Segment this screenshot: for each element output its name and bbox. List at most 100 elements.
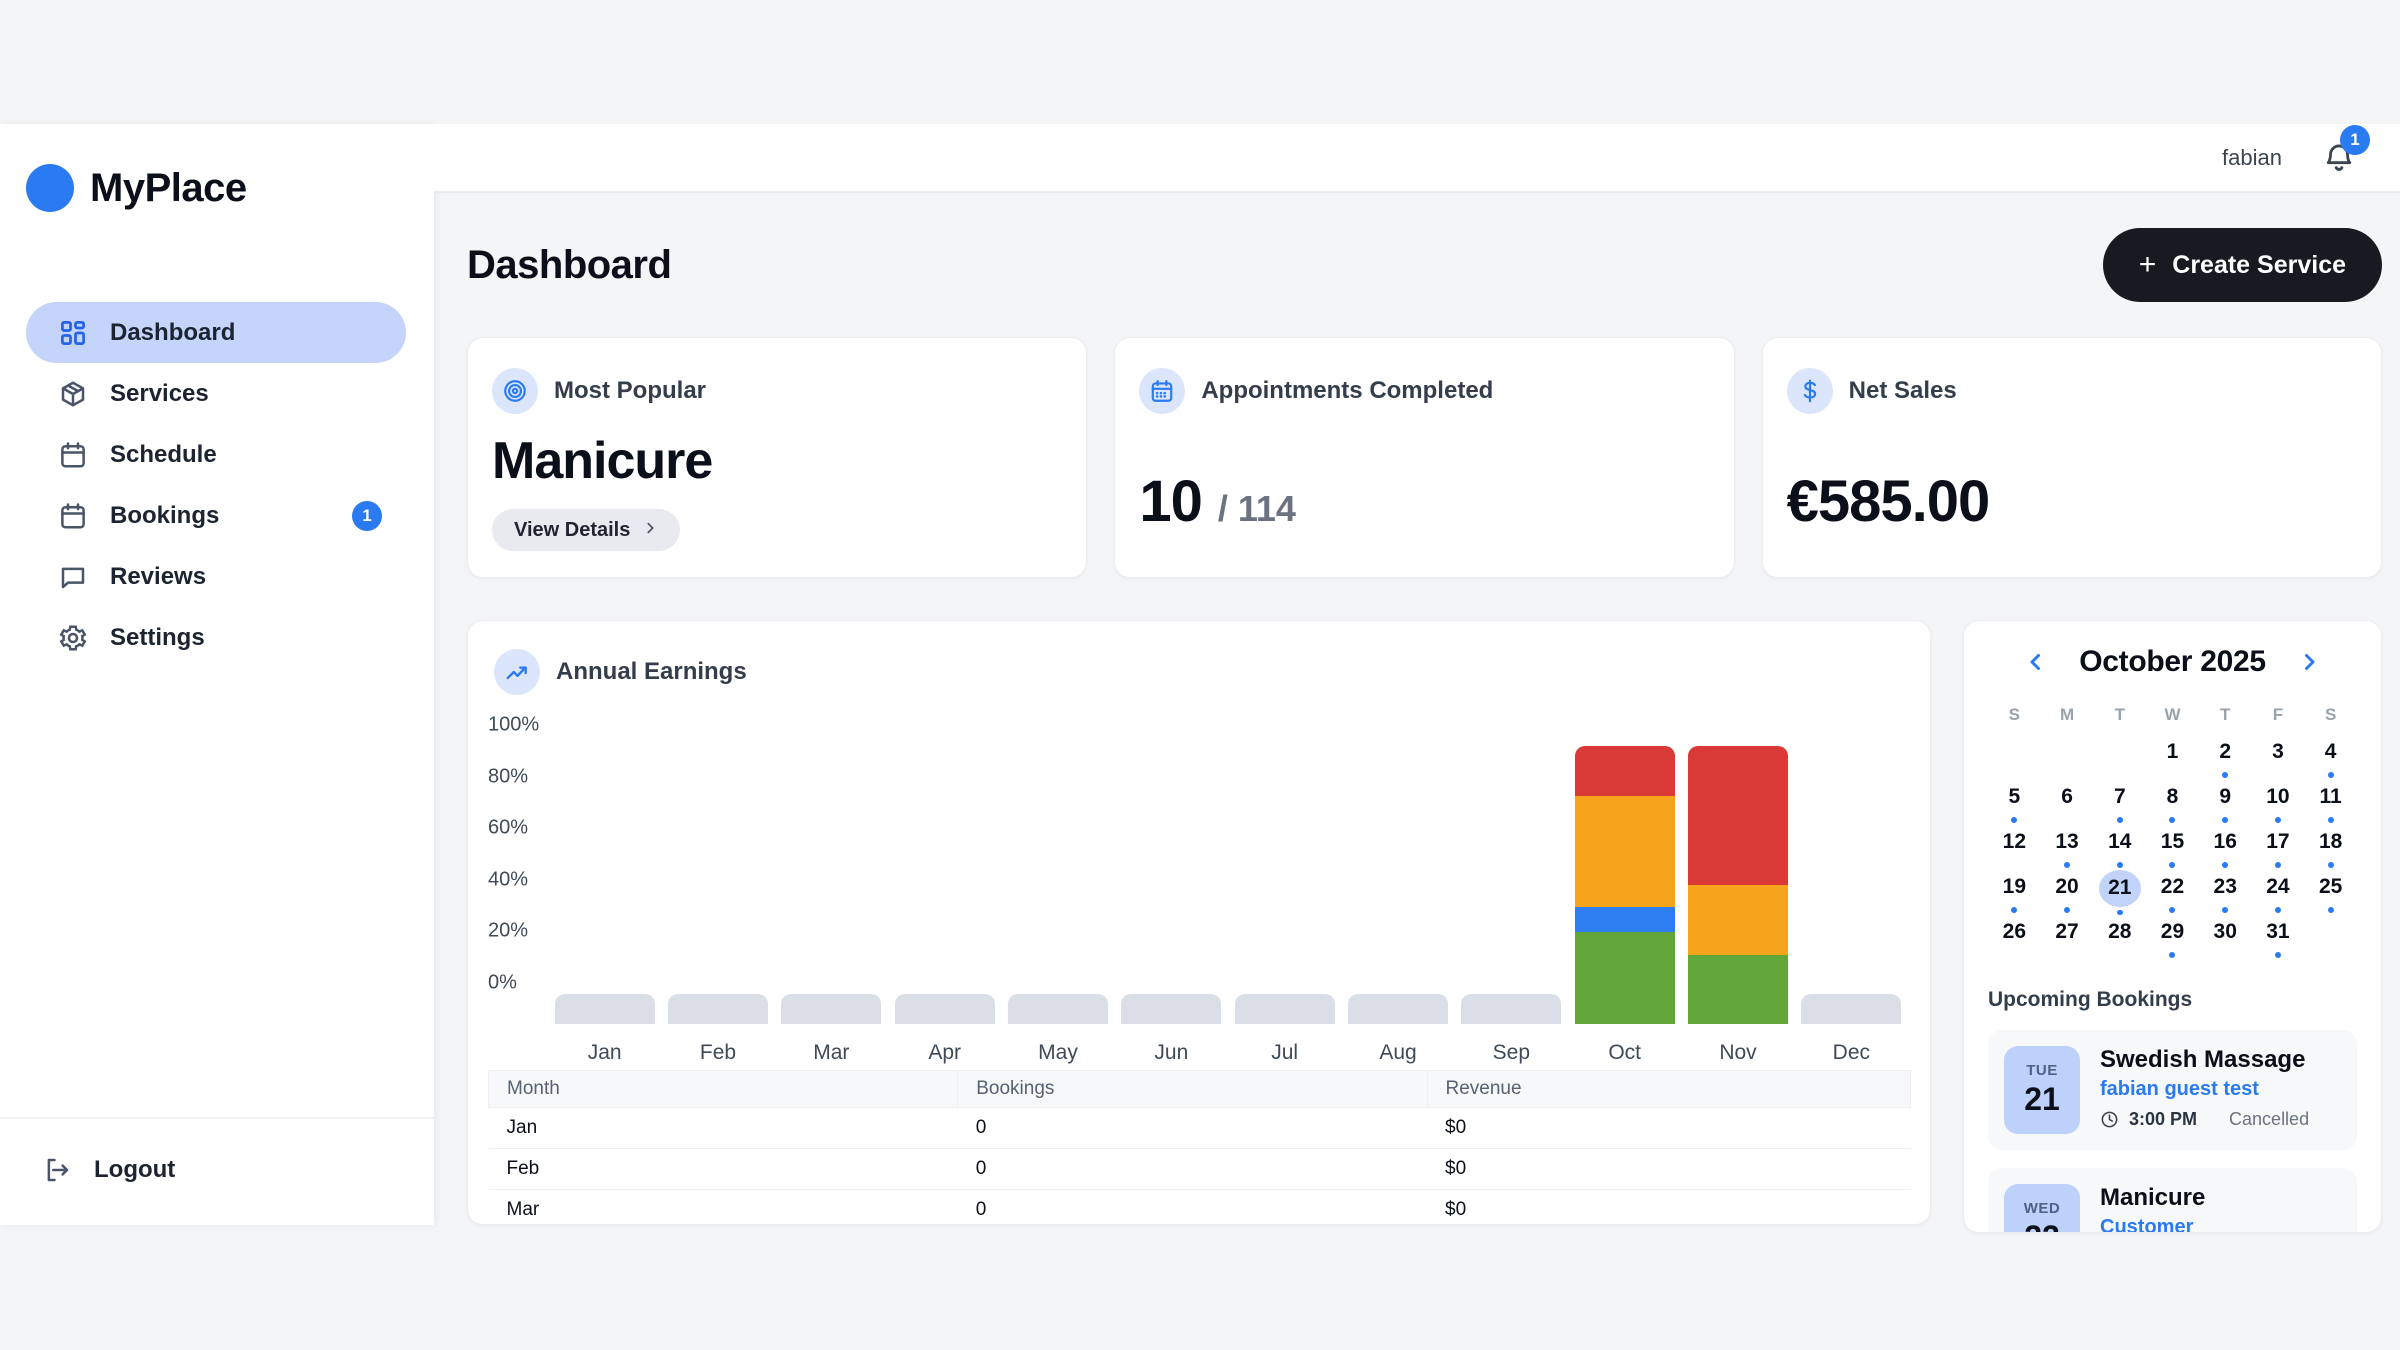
bar-segment-orange bbox=[1688, 885, 1788, 955]
event-dot bbox=[2327, 772, 2334, 778]
calendar-day-number: 9 bbox=[2219, 785, 2232, 808]
calendar-day-number: 19 bbox=[2002, 875, 2027, 898]
calendar-empty-cell bbox=[2041, 735, 2094, 780]
dollar-icon bbox=[1786, 368, 1833, 414]
calendar-day-11[interactable]: 11 bbox=[2304, 780, 2357, 825]
y-axis-tick: 20% bbox=[488, 919, 529, 942]
sidebar-item-label: Schedule bbox=[110, 440, 217, 468]
calendar-day-5[interactable]: 5 bbox=[1988, 780, 2041, 825]
notification-badge: 1 bbox=[2340, 124, 2370, 155]
calendar-empty-cell bbox=[1988, 735, 2041, 780]
calendar-grid: 1 2 3 4 5 6 7 8 9 10 11 12 13 14 15 16 17 18 19 20 21 22 23 24 2… bbox=[1988, 735, 2357, 960]
calendar-day-21[interactable]: 21 bbox=[2093, 870, 2146, 915]
calendar-day-17[interactable]: 17 bbox=[2252, 825, 2305, 870]
sidebar-item-bookings[interactable]: Bookings 1 bbox=[26, 485, 406, 546]
calendar-day-15[interactable]: 15 bbox=[2146, 825, 2199, 870]
x-axis-label: Sep bbox=[1492, 1041, 1531, 1064]
card-most-popular: Most Popular Manicure View Details bbox=[467, 337, 1088, 578]
booking-customer-link[interactable]: Customer bbox=[2100, 1216, 2194, 1233]
weekday-label: S bbox=[2008, 705, 2021, 724]
calendar-next-button[interactable] bbox=[2292, 645, 2326, 679]
bar-segment-green bbox=[1574, 932, 1675, 1024]
create-service-button[interactable]: + Create Service bbox=[2102, 228, 2382, 302]
sidebar-item-schedule[interactable]: Schedule bbox=[26, 424, 406, 485]
sidebar-item-label: Bookings bbox=[110, 501, 220, 529]
calendar-day-8[interactable]: 8 bbox=[2146, 780, 2199, 825]
calendar-day-number: 16 bbox=[2213, 830, 2237, 853]
app-logo: MyPlace bbox=[0, 124, 434, 212]
notifications-button[interactable]: 1 bbox=[2322, 124, 2370, 175]
booking-weekday: WED bbox=[2023, 1200, 2061, 1217]
calendar-day-number: 6 bbox=[2061, 785, 2073, 808]
table-cell: $0 bbox=[1427, 1107, 1911, 1149]
calendar-day-26[interactable]: 26 bbox=[1988, 915, 2041, 960]
calendar-day-25[interactable]: 25 bbox=[2304, 870, 2357, 915]
x-axis-label: May bbox=[1038, 1041, 1078, 1064]
event-dot bbox=[2327, 907, 2334, 913]
calendar-day-20[interactable]: 20 bbox=[2041, 870, 2094, 915]
calendar-day-number: 27 bbox=[2055, 920, 2079, 943]
booking-item[interactable]: TUE 21 Swedish Massage fabian guest test 3:0… bbox=[1988, 1030, 2357, 1150]
calendar-day-29[interactable]: 29 bbox=[2146, 915, 2199, 960]
view-details-button[interactable]: View Details bbox=[492, 509, 681, 551]
bar-segment-blue bbox=[1574, 907, 1675, 933]
calendar-day-number: 4 bbox=[2324, 740, 2337, 763]
annual-earnings-card: Annual Earnings 100% 80% 60% 40% 20% 0% Jan Feb… bbox=[467, 620, 1931, 1225]
calendar-day-24[interactable]: 24 bbox=[2252, 870, 2305, 915]
calendar-day-9[interactable]: 9 bbox=[2199, 780, 2252, 825]
sidebar-item-services[interactable]: Services bbox=[26, 363, 406, 424]
logout-icon bbox=[42, 1155, 72, 1185]
logo-dot-icon bbox=[26, 164, 74, 212]
calendar-prev-button[interactable] bbox=[2019, 645, 2053, 679]
weekday-label: T bbox=[2114, 705, 2125, 724]
calendar-day-3[interactable]: 3 bbox=[2252, 735, 2305, 780]
sidebar-item-reviews[interactable]: Reviews bbox=[26, 546, 406, 607]
calendar-day-16[interactable]: 16 bbox=[2199, 825, 2252, 870]
calendar-day-28[interactable]: 28 bbox=[2093, 915, 2146, 960]
calendar-day-number: 24 bbox=[2266, 875, 2290, 898]
page-title: Dashboard bbox=[467, 242, 672, 287]
chart-bar-dec bbox=[1801, 994, 1902, 1024]
calendar-day-10[interactable]: 10 bbox=[2252, 780, 2305, 825]
event-dot bbox=[2222, 907, 2229, 913]
card-label: Net Sales bbox=[1848, 377, 1957, 404]
logout-button[interactable]: Logout bbox=[42, 1155, 434, 1185]
calendar-day-6[interactable]: 6 bbox=[2041, 780, 2094, 825]
calendar-day-1[interactable]: 1 bbox=[2146, 735, 2199, 780]
calendar-day-2[interactable]: 2 bbox=[2199, 735, 2252, 780]
calendar-day-22[interactable]: 22 bbox=[2146, 870, 2199, 915]
calendar-day-19[interactable]: 19 bbox=[1988, 870, 2041, 915]
event-dot bbox=[2222, 772, 2229, 778]
calendar-day-12[interactable]: 12 bbox=[1988, 825, 2041, 870]
calendar-day-13[interactable]: 13 bbox=[2041, 825, 2094, 870]
weekday-label: S bbox=[2324, 705, 2337, 724]
table-header-revenue: Revenue bbox=[1426, 1070, 1911, 1108]
event-dot bbox=[2116, 909, 2123, 915]
calendar-day-number: 17 bbox=[2266, 830, 2290, 853]
chart-bar-feb bbox=[668, 994, 768, 1024]
calendar-day-27[interactable]: 27 bbox=[2041, 915, 2094, 960]
calendar-day-7[interactable]: 7 bbox=[2093, 780, 2146, 825]
event-dot bbox=[2169, 952, 2176, 958]
chart-bar-oct bbox=[1574, 746, 1675, 1024]
annual-earnings-chart: 100% 80% 60% 40% 20% 0% Jan Feb Mar Apr May Jun Jul A… bbox=[468, 621, 1930, 1224]
calendar-day-30[interactable]: 30 bbox=[2199, 915, 2252, 960]
grid-icon bbox=[58, 318, 88, 348]
calendar-day-4[interactable]: 4 bbox=[2304, 735, 2357, 780]
sidebar-item-settings[interactable]: Settings bbox=[26, 607, 406, 668]
calendar-day-31[interactable]: 31 bbox=[2252, 915, 2305, 960]
sidebar-item-dashboard[interactable]: Dashboard bbox=[26, 302, 406, 363]
chart-title: Annual Earnings bbox=[556, 658, 747, 685]
booking-item[interactable]: WED22ManicureCustomer2:00 AMPending bbox=[1988, 1168, 2357, 1233]
booking-weekday: TUE bbox=[2026, 1062, 2058, 1079]
calendar-day-18[interactable]: 18 bbox=[2304, 825, 2357, 870]
calendar-day-number: 31 bbox=[2266, 920, 2290, 943]
bar-segment-orange bbox=[1574, 796, 1675, 908]
booking-time: 3:00 PM bbox=[2129, 1109, 2198, 1129]
booking-customer-link[interactable]: fabian guest test bbox=[2100, 1078, 2259, 1100]
app-name: MyPlace bbox=[90, 165, 247, 210]
booking-day: 21 bbox=[2024, 1081, 2060, 1117]
calendar-day-14[interactable]: 14 bbox=[2093, 825, 2146, 870]
calendar-day-23[interactable]: 23 bbox=[2199, 870, 2252, 915]
